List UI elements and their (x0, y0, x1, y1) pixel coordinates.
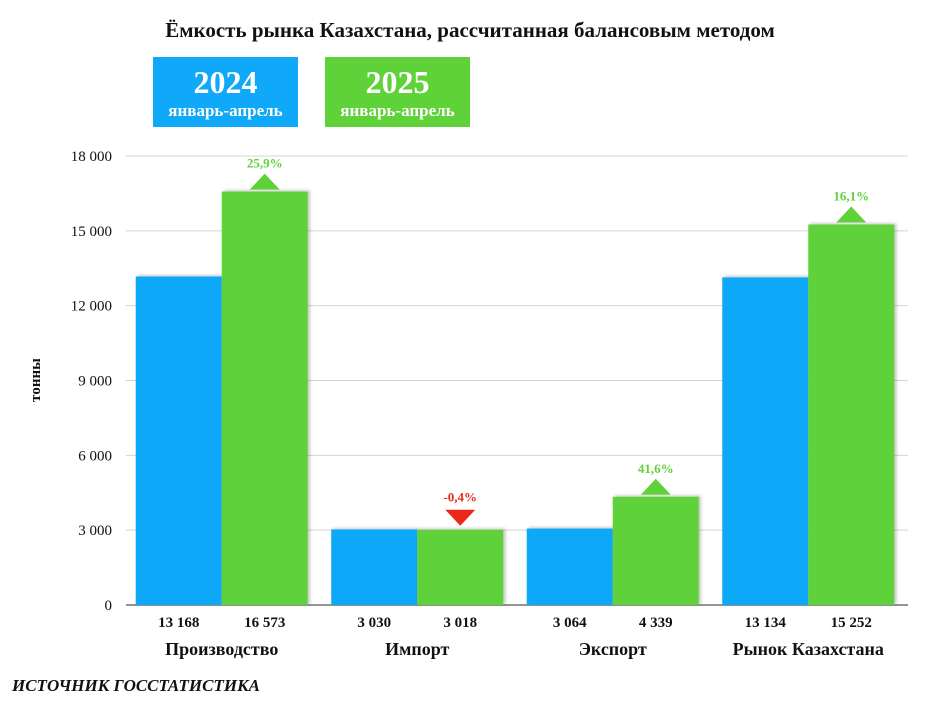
bar-2025 (808, 224, 895, 605)
legend-period-2025: январь-апрель (340, 101, 455, 120)
bar-2024 (135, 276, 222, 605)
bar-2025 (612, 496, 699, 605)
bar-value-label: 3 064 (553, 615, 587, 631)
bar-2025 (221, 191, 308, 606)
bar-value-label: 13 134 (745, 615, 787, 631)
bar-2024 (722, 277, 809, 605)
y-tick-label: 6 000 (78, 448, 112, 464)
change-up-arrow-icon (836, 206, 867, 223)
change-percent-label: 41,6% (638, 461, 674, 476)
change-up-arrow-icon (640, 478, 671, 495)
y-tick-label: 18 000 (71, 149, 112, 165)
bar-2024 (331, 529, 418, 605)
y-tick-label: 3 000 (78, 523, 112, 539)
y-axis-label: тонны (28, 358, 44, 402)
bar-value-label: 4 339 (639, 615, 673, 631)
bar-value-label: 15 252 (831, 615, 872, 631)
chart-title: Ёмкость рынка Казахстана, рассчитанная б… (165, 18, 775, 42)
y-axis-ticks: 0 3 000 6 000 9 000 12 000 15 000 18 000 (71, 149, 112, 614)
legend-year-2024: 2024 (193, 64, 258, 100)
change-percent-label: -0,4% (443, 490, 477, 505)
legend-item-2025: 2025 январь-апрель (325, 57, 470, 127)
bar-value-label: 16 573 (244, 615, 285, 631)
y-tick-label: 15 000 (71, 224, 112, 240)
legend-period-2024: январь-апрель (168, 101, 283, 120)
bar-2025 (417, 529, 504, 605)
category-label: Импорт (385, 639, 449, 659)
change-percent-label: 25,9% (247, 156, 283, 171)
y-tick-label: 12 000 (71, 299, 112, 315)
y-tick-label: 9 000 (78, 374, 112, 390)
legend-item-2024: 2024 январь-апрель (153, 57, 298, 127)
bar-2024 (526, 528, 613, 605)
bar-value-label: 13 168 (158, 615, 199, 631)
category-label: Рынок Казахстана (733, 639, 884, 659)
change-up-arrow-icon (249, 173, 280, 190)
y-tick-label: 0 (105, 598, 113, 614)
data-labels: 13 168 16 573 Производство 25,9% 3 030 3 018 И… (158, 156, 884, 659)
bar-value-label: 3 018 (443, 615, 477, 631)
change-down-arrow-icon (445, 509, 476, 526)
source-note: ИСТОЧНИК ГОССТАТИСТИКА (12, 676, 260, 695)
bar-value-label: 3 030 (357, 615, 391, 631)
category-label: Производство (165, 639, 278, 659)
bars (135, 191, 895, 606)
category-label: Экспорт (579, 639, 647, 659)
legend-year-2025: 2025 (365, 64, 430, 100)
change-percent-label: 16,1% (833, 189, 869, 204)
